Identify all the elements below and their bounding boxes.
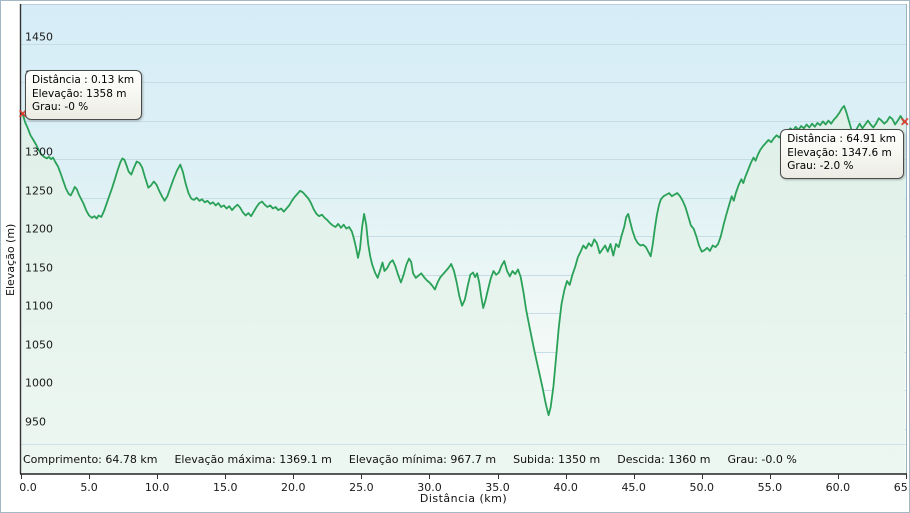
end-point-tooltip: Distância : 64.91 km Elevação: 1347.6 m …	[780, 129, 904, 179]
svg-text:30.0: 30.0	[417, 481, 442, 494]
x-axis-title: Distância (km)	[419, 492, 508, 505]
svg-text:45.0: 45.0	[621, 481, 646, 494]
elevation-area-fill	[21, 106, 905, 474]
svg-text:65.0: 65.0	[894, 481, 910, 494]
start-point-tooltip: Distância : 0.13 km Elevação: 1358 m Gra…	[25, 70, 143, 120]
svg-text:55.0: 55.0	[758, 481, 783, 494]
svg-text:1050: 1050	[25, 339, 53, 352]
tooltip-line-elevation: Elevação: 1347.6 m	[787, 146, 892, 159]
status-bar: Comprimento: 64.78 km Elevação máxima: 1…	[23, 453, 797, 466]
svg-text:50.0: 50.0	[690, 481, 715, 494]
svg-text:15.0: 15.0	[213, 481, 238, 494]
stat-comprimento: Comprimento: 64.78 km	[23, 453, 158, 466]
svg-text:1200: 1200	[25, 223, 53, 236]
tooltip-line-grade: Grau: -2.0 %	[787, 160, 854, 173]
svg-text:10.0: 10.0	[145, 481, 170, 494]
y-axis-title: Elevação (m)	[4, 223, 17, 296]
svg-text:20.0: 20.0	[281, 481, 306, 494]
stat-descida: Descida: 1360 m	[617, 453, 711, 466]
svg-text:40.0: 40.0	[553, 481, 578, 494]
svg-text:60.0: 60.0	[826, 481, 851, 494]
svg-text:1150: 1150	[25, 262, 53, 275]
svg-text:950: 950	[25, 416, 46, 429]
elevation-chart-canvas[interactable]: 1450140013501300125012001150110010501000…	[19, 4, 910, 512]
svg-text:1300: 1300	[25, 146, 53, 159]
stat-subida: Subida: 1350 m	[513, 453, 601, 466]
x-axis-ticks	[21, 474, 907, 479]
svg-text:25.0: 25.0	[349, 481, 374, 494]
x-axis-tick-labels: 0.0 5.0 10.0 15.0 20.0 25.0 30.0 35.0 40.0 45.0 50…	[19, 481, 910, 494]
svg-text:5.0: 5.0	[80, 481, 98, 494]
svg-text:1000: 1000	[25, 377, 53, 390]
stat-elevacao-maxima: Elevação máxima: 1369.1 m	[174, 453, 332, 466]
end-point-x-marker-icon[interactable]: ✕	[899, 115, 910, 130]
svg-text:0.0: 0.0	[19, 481, 37, 494]
svg-text:1250: 1250	[25, 185, 53, 198]
stat-grau: Grau: -0.0 %	[727, 453, 797, 466]
tooltip-line-distance: Distância : 64.91 km	[787, 133, 896, 145]
stat-elevacao-minima: Elevação mínima: 967.7 m	[348, 453, 497, 466]
start-point-x-marker-icon[interactable]: ✕	[17, 107, 28, 122]
tooltip-line-elevation: Elevação: 1358 m	[32, 87, 127, 100]
svg-text:1100: 1100	[25, 300, 53, 313]
tooltip-line-grade: Grau: -0 %	[32, 101, 89, 114]
svg-text:35.0: 35.0	[485, 481, 510, 494]
elevation-line	[20, 105, 906, 417]
tooltip-line-distance: Distância : 0.13 km	[32, 74, 135, 86]
svg-text:1450: 1450	[25, 31, 53, 44]
